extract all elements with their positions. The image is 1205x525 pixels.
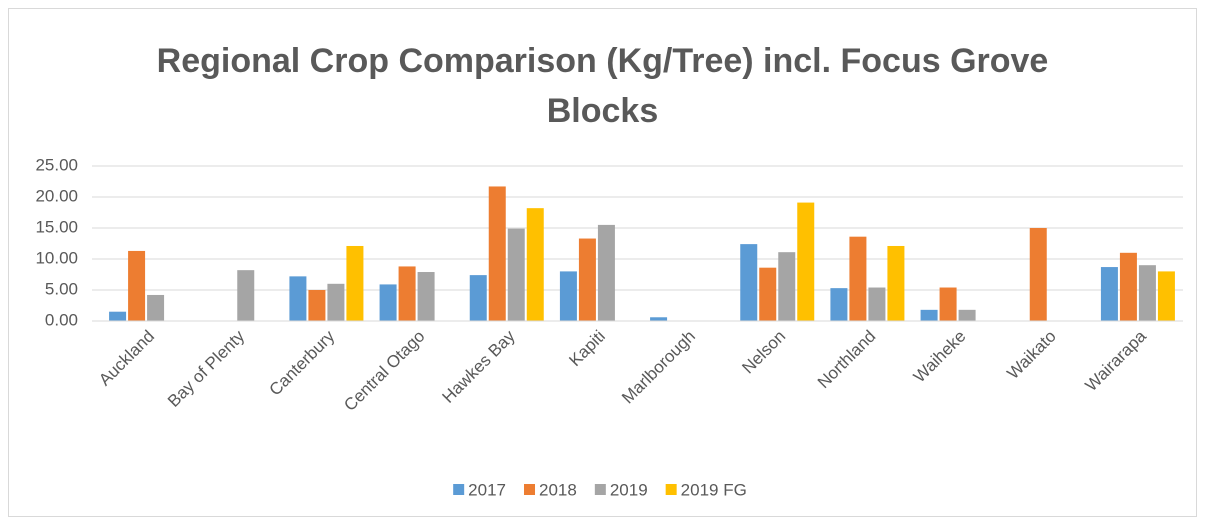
bar: [1119, 252, 1137, 321]
y-tick-label: 15.00: [35, 217, 78, 236]
bar: [1100, 267, 1118, 321]
bar: [830, 288, 848, 321]
bar: [109, 311, 127, 321]
bar: [920, 309, 938, 321]
bar: [559, 271, 577, 321]
bar: [469, 275, 487, 321]
legend-swatch: [453, 484, 465, 495]
bar: [308, 290, 326, 321]
y-tick-label: 0.00: [45, 310, 78, 329]
bar: [650, 317, 668, 321]
bar: [868, 287, 886, 321]
legend-swatch: [665, 484, 677, 495]
bar: [327, 283, 345, 321]
bar: [488, 186, 506, 321]
legend-label: 2018: [539, 480, 577, 499]
bar: [417, 272, 435, 321]
bar: [1029, 228, 1047, 321]
bar: [379, 284, 397, 321]
bar: [939, 287, 957, 321]
bar: [1157, 271, 1175, 321]
bar: [346, 245, 364, 321]
chart-title: Regional Crop Comparison (Kg/Tree) incl.…: [156, 42, 1049, 130]
bar: [797, 202, 815, 321]
bar: [849, 236, 867, 321]
bar: [740, 244, 758, 321]
bar: [958, 309, 976, 321]
y-tick-label: 10.00: [35, 248, 78, 267]
bar: [1138, 265, 1156, 321]
bar: [398, 266, 416, 321]
bar: [128, 250, 146, 321]
y-tick-label: 5.00: [45, 279, 78, 298]
bar: [778, 252, 796, 321]
bar: [237, 270, 255, 321]
legend-label: 2019 FG: [681, 480, 747, 499]
bar: [289, 276, 307, 321]
legend-label: 2017: [468, 480, 506, 499]
legend-swatch: [594, 484, 606, 495]
bar: [887, 245, 905, 321]
bar: [578, 238, 596, 321]
bar: [597, 224, 615, 321]
bar: [147, 294, 165, 321]
legend-label: 2019: [610, 480, 648, 499]
y-tick-label: 25.00: [35, 155, 78, 174]
bar: [759, 267, 777, 321]
legend-swatch: [524, 484, 536, 495]
bar: [507, 228, 525, 321]
y-tick-label: 20.00: [35, 186, 78, 205]
bar: [526, 208, 544, 321]
